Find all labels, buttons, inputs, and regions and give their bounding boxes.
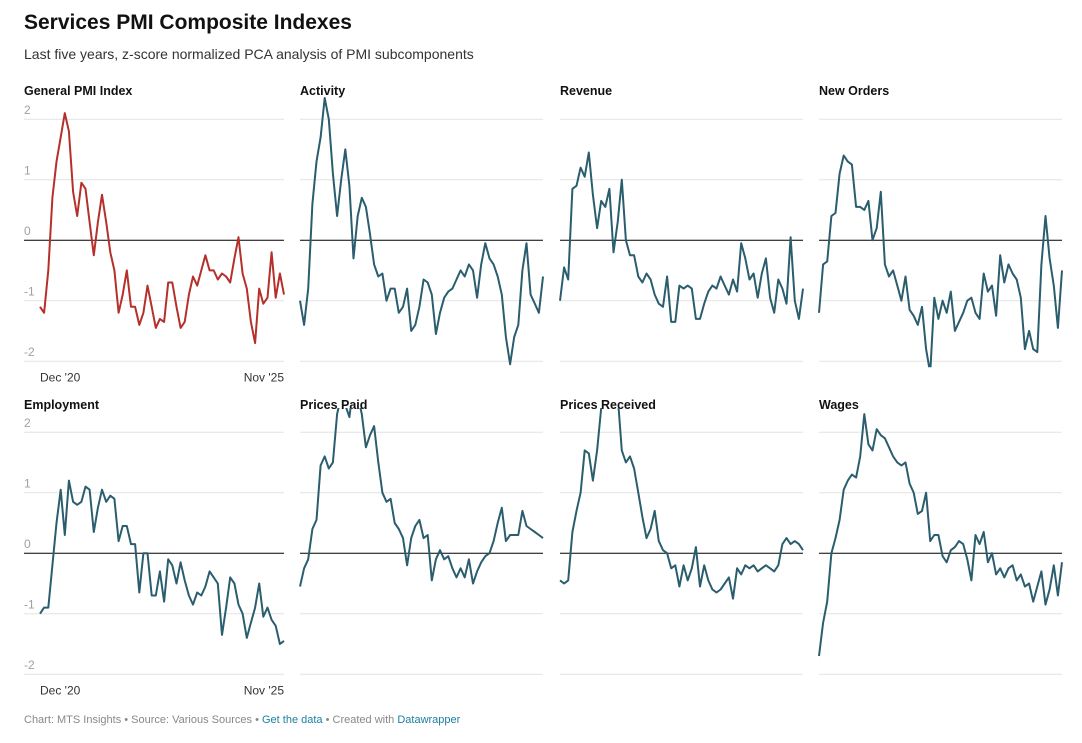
chart-subtitle: Last five years, z-score normalized PCA … <box>24 46 474 62</box>
y-tick-label: -2 <box>24 345 35 359</box>
y-tick-label: 0 <box>24 537 31 551</box>
panel: General PMI Index -2 -1 0 1 2 Dec '20 Nov '25 <box>24 84 285 384</box>
panel-title: New Orders <box>819 84 889 98</box>
line-group <box>39 479 285 645</box>
y-tick-label: 0 <box>24 224 31 238</box>
line-group <box>818 413 1063 657</box>
panel: Prices Received <box>559 398 804 675</box>
panel: Revenue <box>559 84 804 362</box>
panel: Employment -2 -1 0 1 2 Dec '20 Nov '25 <box>24 398 285 697</box>
panel: New Orders <box>818 84 1063 368</box>
line-group <box>559 151 804 323</box>
data-line <box>299 408 544 587</box>
y-tick-label: 1 <box>24 164 31 178</box>
y-tick-label: 2 <box>24 416 31 430</box>
panel-title: Revenue <box>560 84 612 98</box>
line-group <box>818 154 1063 368</box>
x-tick-label: Nov '25 <box>244 370 285 384</box>
data-line <box>39 112 285 344</box>
panel: Wages <box>818 398 1063 675</box>
created-with: • Created with <box>325 714 395 726</box>
data-line <box>818 413 1063 657</box>
line-group <box>559 408 804 600</box>
y-tick-label: 2 <box>24 103 31 117</box>
y-tick-label: 1 <box>24 477 31 491</box>
y-tick-label: -1 <box>24 285 35 299</box>
panel-title: General PMI Index <box>24 84 132 98</box>
y-tick-label: -1 <box>24 598 35 612</box>
panel-title: Employment <box>24 398 100 412</box>
line-group <box>299 97 544 366</box>
chart-title: Services PMI Composite Indexes <box>24 11 352 34</box>
data-line <box>559 151 804 323</box>
panel-title: Prices Received <box>560 398 656 412</box>
footer: Chart: MTS Insights • Source: Various So… <box>24 714 460 726</box>
x-tick-label: Dec '20 <box>40 370 81 384</box>
source: Chart: MTS Insights • Source: Various So… <box>24 714 259 726</box>
data-link[interactable]: Get the data <box>261 714 323 726</box>
tool-link[interactable]: Datawrapper <box>397 714 461 726</box>
line-group <box>39 112 285 344</box>
x-tick-label: Dec '20 <box>40 683 81 697</box>
x-tick-label: Nov '25 <box>244 683 285 697</box>
panel-title: Prices Paid <box>300 398 367 412</box>
y-tick-label: -2 <box>24 658 35 672</box>
panel-title: Activity <box>300 84 345 98</box>
data-line <box>818 154 1063 368</box>
line-group <box>299 408 544 587</box>
panel: Activity <box>299 84 544 366</box>
panel: Prices Paid <box>299 398 544 675</box>
data-line <box>39 479 285 645</box>
panel-title: Wages <box>819 398 859 412</box>
data-line <box>559 408 804 600</box>
data-line <box>299 97 544 366</box>
